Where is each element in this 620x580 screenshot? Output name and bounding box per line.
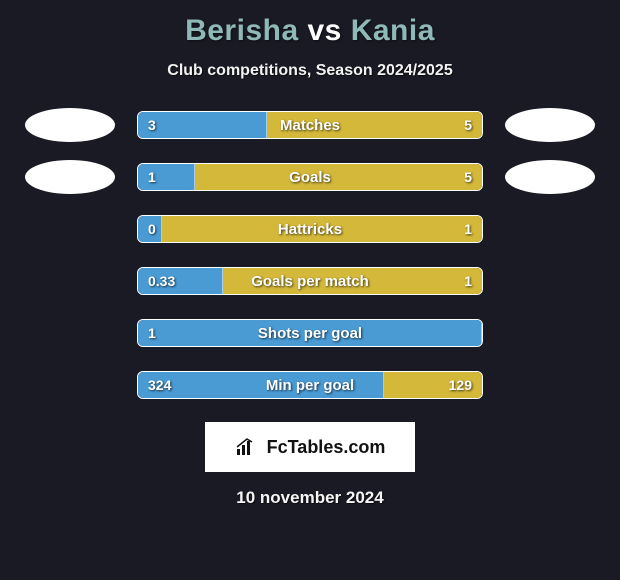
stat-label: Goals	[138, 164, 482, 190]
stat-row: 0.331Goals per match	[0, 264, 620, 298]
avatar-spacer	[25, 316, 115, 350]
chart-icon	[235, 437, 259, 457]
avatar-spacer	[505, 316, 595, 350]
player1-avatar	[25, 108, 115, 142]
player1-avatar	[25, 160, 115, 194]
player1-name: Berisha	[185, 14, 299, 47]
player2-avatar	[505, 108, 595, 142]
subtitle: Club competitions, Season 2024/2025	[167, 62, 452, 80]
page-title: Berisha vs Kania	[185, 14, 435, 48]
brand-text: FcTables.com	[267, 437, 386, 458]
avatar-spacer	[25, 212, 115, 246]
stat-label: Shots per goal	[138, 320, 482, 346]
stat-bar: 1Shots per goal	[137, 319, 483, 347]
stat-label: Hattricks	[138, 216, 482, 242]
avatar-spacer	[505, 212, 595, 246]
stats-list: 35Matches 15Goals 01Hattricks 0.331Goals pe…	[0, 108, 620, 402]
vs-separator: vs	[307, 14, 341, 47]
stat-label: Min per goal	[138, 372, 482, 398]
avatar-spacer	[505, 368, 595, 402]
brand-badge[interactable]: FcTables.com	[205, 422, 415, 472]
date-text: 10 november 2024	[236, 488, 383, 508]
stat-label: Goals per match	[138, 268, 482, 294]
stat-bar: 0.331Goals per match	[137, 267, 483, 295]
player2-avatar	[505, 160, 595, 194]
stat-row: 01Hattricks	[0, 212, 620, 246]
stat-bar: 01Hattricks	[137, 215, 483, 243]
avatar-spacer	[505, 264, 595, 298]
stat-row: 15Goals	[0, 160, 620, 194]
stat-row: 1Shots per goal	[0, 316, 620, 350]
player2-name: Kania	[351, 14, 435, 47]
comparison-card: Berisha vs Kania Club competitions, Seas…	[0, 0, 620, 580]
stat-bar: 15Goals	[137, 163, 483, 191]
stat-label: Matches	[138, 112, 482, 138]
stat-row: 324129Min per goal	[0, 368, 620, 402]
stat-bar: 35Matches	[137, 111, 483, 139]
stat-bar: 324129Min per goal	[137, 371, 483, 399]
avatar-spacer	[25, 264, 115, 298]
avatar-spacer	[25, 368, 115, 402]
stat-row: 35Matches	[0, 108, 620, 142]
